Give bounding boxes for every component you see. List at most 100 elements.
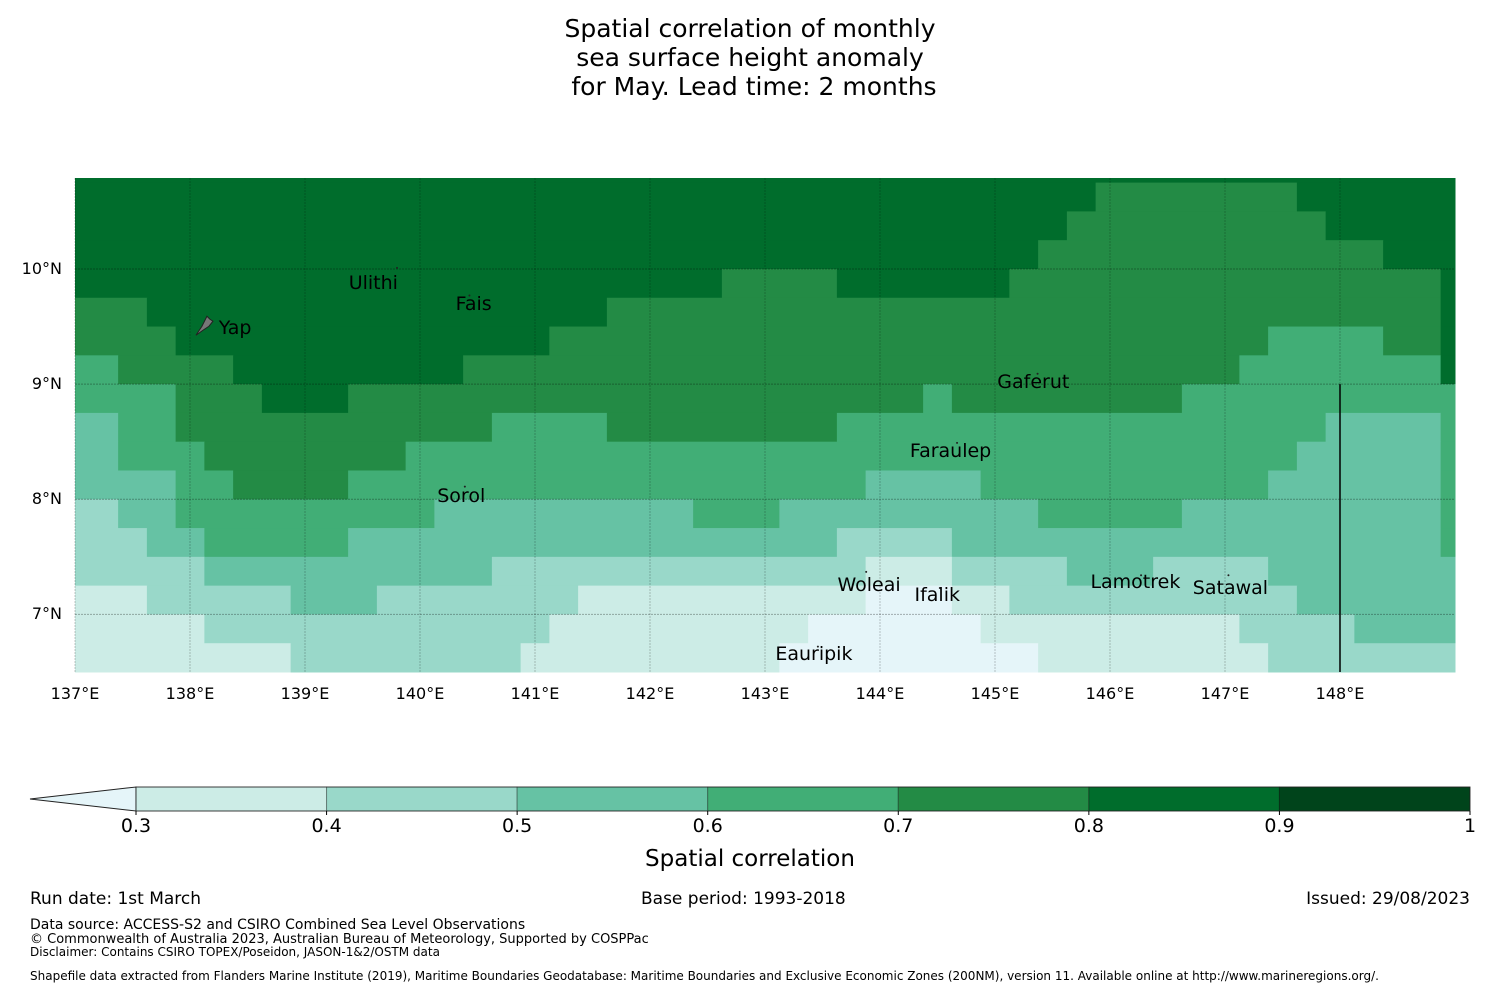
grid-cell-run bbox=[75, 297, 148, 328]
grid-cell-run bbox=[118, 355, 234, 385]
grid-cell-run bbox=[951, 528, 1442, 558]
grid-cell-run bbox=[75, 412, 119, 443]
grid-cell-run bbox=[606, 412, 838, 443]
grid-cell-run bbox=[1440, 268, 1456, 299]
grid-cell-run bbox=[1354, 614, 1456, 644]
run-date: Run date: 1st March bbox=[30, 889, 202, 909]
grid-cell-run bbox=[865, 470, 982, 500]
grid-cell-run bbox=[376, 585, 579, 615]
x-tick-label: 146°E bbox=[1085, 684, 1135, 703]
grid-cell-run bbox=[606, 297, 1442, 328]
island-label: Fais bbox=[455, 292, 492, 315]
base-period: Base period: 1993-2018 bbox=[641, 889, 846, 909]
colorbar-swatch bbox=[707, 786, 899, 812]
x-tick-label: 145°E bbox=[970, 684, 1020, 703]
grid-cell-run bbox=[491, 556, 867, 587]
island-marker-icon bbox=[1227, 574, 1230, 577]
island-label: Lamotrek bbox=[1090, 571, 1181, 594]
grid-cell-run bbox=[146, 528, 205, 558]
grid-cell-run bbox=[175, 384, 263, 414]
grid-cell-run bbox=[118, 441, 205, 471]
colorbar-tick-label: 0.3 bbox=[120, 815, 152, 837]
grid-cell-run bbox=[1268, 643, 1456, 673]
x-tick-label: 142°E bbox=[625, 684, 675, 703]
grid-cell-run bbox=[175, 499, 435, 529]
grid-cell-run bbox=[75, 240, 1039, 270]
correlation-grid bbox=[75, 178, 1456, 673]
grid-cell-run bbox=[951, 556, 1068, 587]
disclaimer: Disclaimer: Contains CSIRO TOPEX/Poseido… bbox=[30, 945, 440, 959]
colorbar-extend-min bbox=[29, 786, 137, 812]
grid-cell-run bbox=[980, 614, 1240, 644]
x-tick-label: 147°E bbox=[1200, 684, 1250, 703]
grid-cell-run bbox=[75, 326, 177, 356]
grid-cell-run bbox=[865, 585, 953, 615]
grid-cell-run bbox=[1066, 556, 1154, 587]
grid-cell-run bbox=[980, 470, 1269, 500]
grid-cell-run bbox=[1268, 326, 1384, 356]
grid-cell-run bbox=[779, 499, 1039, 529]
island-marker-icon bbox=[1036, 372, 1039, 375]
island-marker-icon bbox=[816, 645, 819, 648]
grid-cell-run bbox=[290, 585, 378, 615]
y-tick-label: 9°N bbox=[31, 374, 62, 394]
island-marker-icon bbox=[938, 586, 941, 589]
grid-cell-run bbox=[233, 355, 464, 385]
grid-cell-run bbox=[1296, 182, 1456, 212]
grid-cell-run bbox=[75, 470, 177, 500]
colorbar-tick-label: 0.8 bbox=[1073, 815, 1104, 837]
grid-cell-run bbox=[1383, 326, 1442, 356]
grid-cell-run bbox=[348, 528, 838, 558]
grid-cell-run bbox=[1440, 499, 1456, 529]
grid-cell-run bbox=[1066, 211, 1327, 241]
grid-cell-run bbox=[1009, 268, 1442, 299]
grid-cell-run bbox=[491, 412, 608, 443]
shapefile-credit: Shapefile data extracted from Flanders M… bbox=[30, 969, 1379, 983]
colorbar-tick-label: 0.4 bbox=[311, 815, 342, 837]
grid-cell-run bbox=[1268, 556, 1456, 587]
grid-cell-run bbox=[1325, 211, 1456, 241]
y-tick-label: 7°N bbox=[31, 604, 62, 624]
grid-cell-run bbox=[75, 355, 119, 385]
grid-cell-run bbox=[204, 528, 349, 558]
grid-cell-run bbox=[951, 384, 1183, 414]
grid-cell-run bbox=[146, 297, 608, 328]
title-line-2: sea surface height anomaly bbox=[576, 43, 924, 72]
x-tick-label: 139°E bbox=[280, 684, 330, 703]
grid-cell-run bbox=[836, 412, 1327, 443]
grid-cell-run bbox=[204, 441, 407, 471]
island-marker-icon bbox=[468, 294, 471, 297]
grid-cell-run bbox=[348, 470, 867, 500]
grid-cell-run bbox=[1296, 441, 1442, 471]
colorbar-swatch bbox=[135, 786, 328, 812]
grid-cell-run bbox=[578, 585, 867, 615]
grid-cell-run bbox=[75, 556, 205, 587]
grid-cell-run bbox=[836, 268, 1010, 299]
x-tick-label: 144°E bbox=[855, 684, 905, 703]
grid-cell-run bbox=[175, 412, 493, 443]
grid-cell-run bbox=[204, 556, 493, 587]
colorbar-swatch bbox=[326, 786, 518, 812]
grid-cell-run bbox=[836, 528, 953, 558]
grid-cell-run bbox=[1440, 297, 1456, 328]
title-line-3: for May. Lead time: 2 months bbox=[563, 72, 937, 101]
grid-cell-run bbox=[290, 643, 522, 673]
grid-cell-run bbox=[463, 355, 1240, 385]
grid-cell-run bbox=[1038, 643, 1269, 673]
grid-cell-run bbox=[75, 182, 1097, 212]
grid-cell-run bbox=[75, 643, 292, 673]
grid-cell-run bbox=[175, 470, 234, 500]
grid-cell-run bbox=[1440, 326, 1456, 356]
grid-cell-run bbox=[520, 643, 780, 673]
grid-cell-run bbox=[118, 499, 177, 529]
island-marker-icon bbox=[396, 266, 398, 269]
island-marker-icon bbox=[1140, 574, 1143, 577]
grid-cell-run bbox=[75, 528, 148, 558]
island-shape-icon bbox=[195, 315, 214, 336]
grid-cell-run bbox=[693, 499, 780, 529]
grid-cell-run bbox=[1181, 499, 1442, 529]
grid-cell-run bbox=[75, 614, 205, 644]
grid-cell-run bbox=[233, 470, 349, 500]
island-label: Eauripik bbox=[775, 642, 853, 665]
x-tick-label: 141°E bbox=[510, 684, 560, 703]
